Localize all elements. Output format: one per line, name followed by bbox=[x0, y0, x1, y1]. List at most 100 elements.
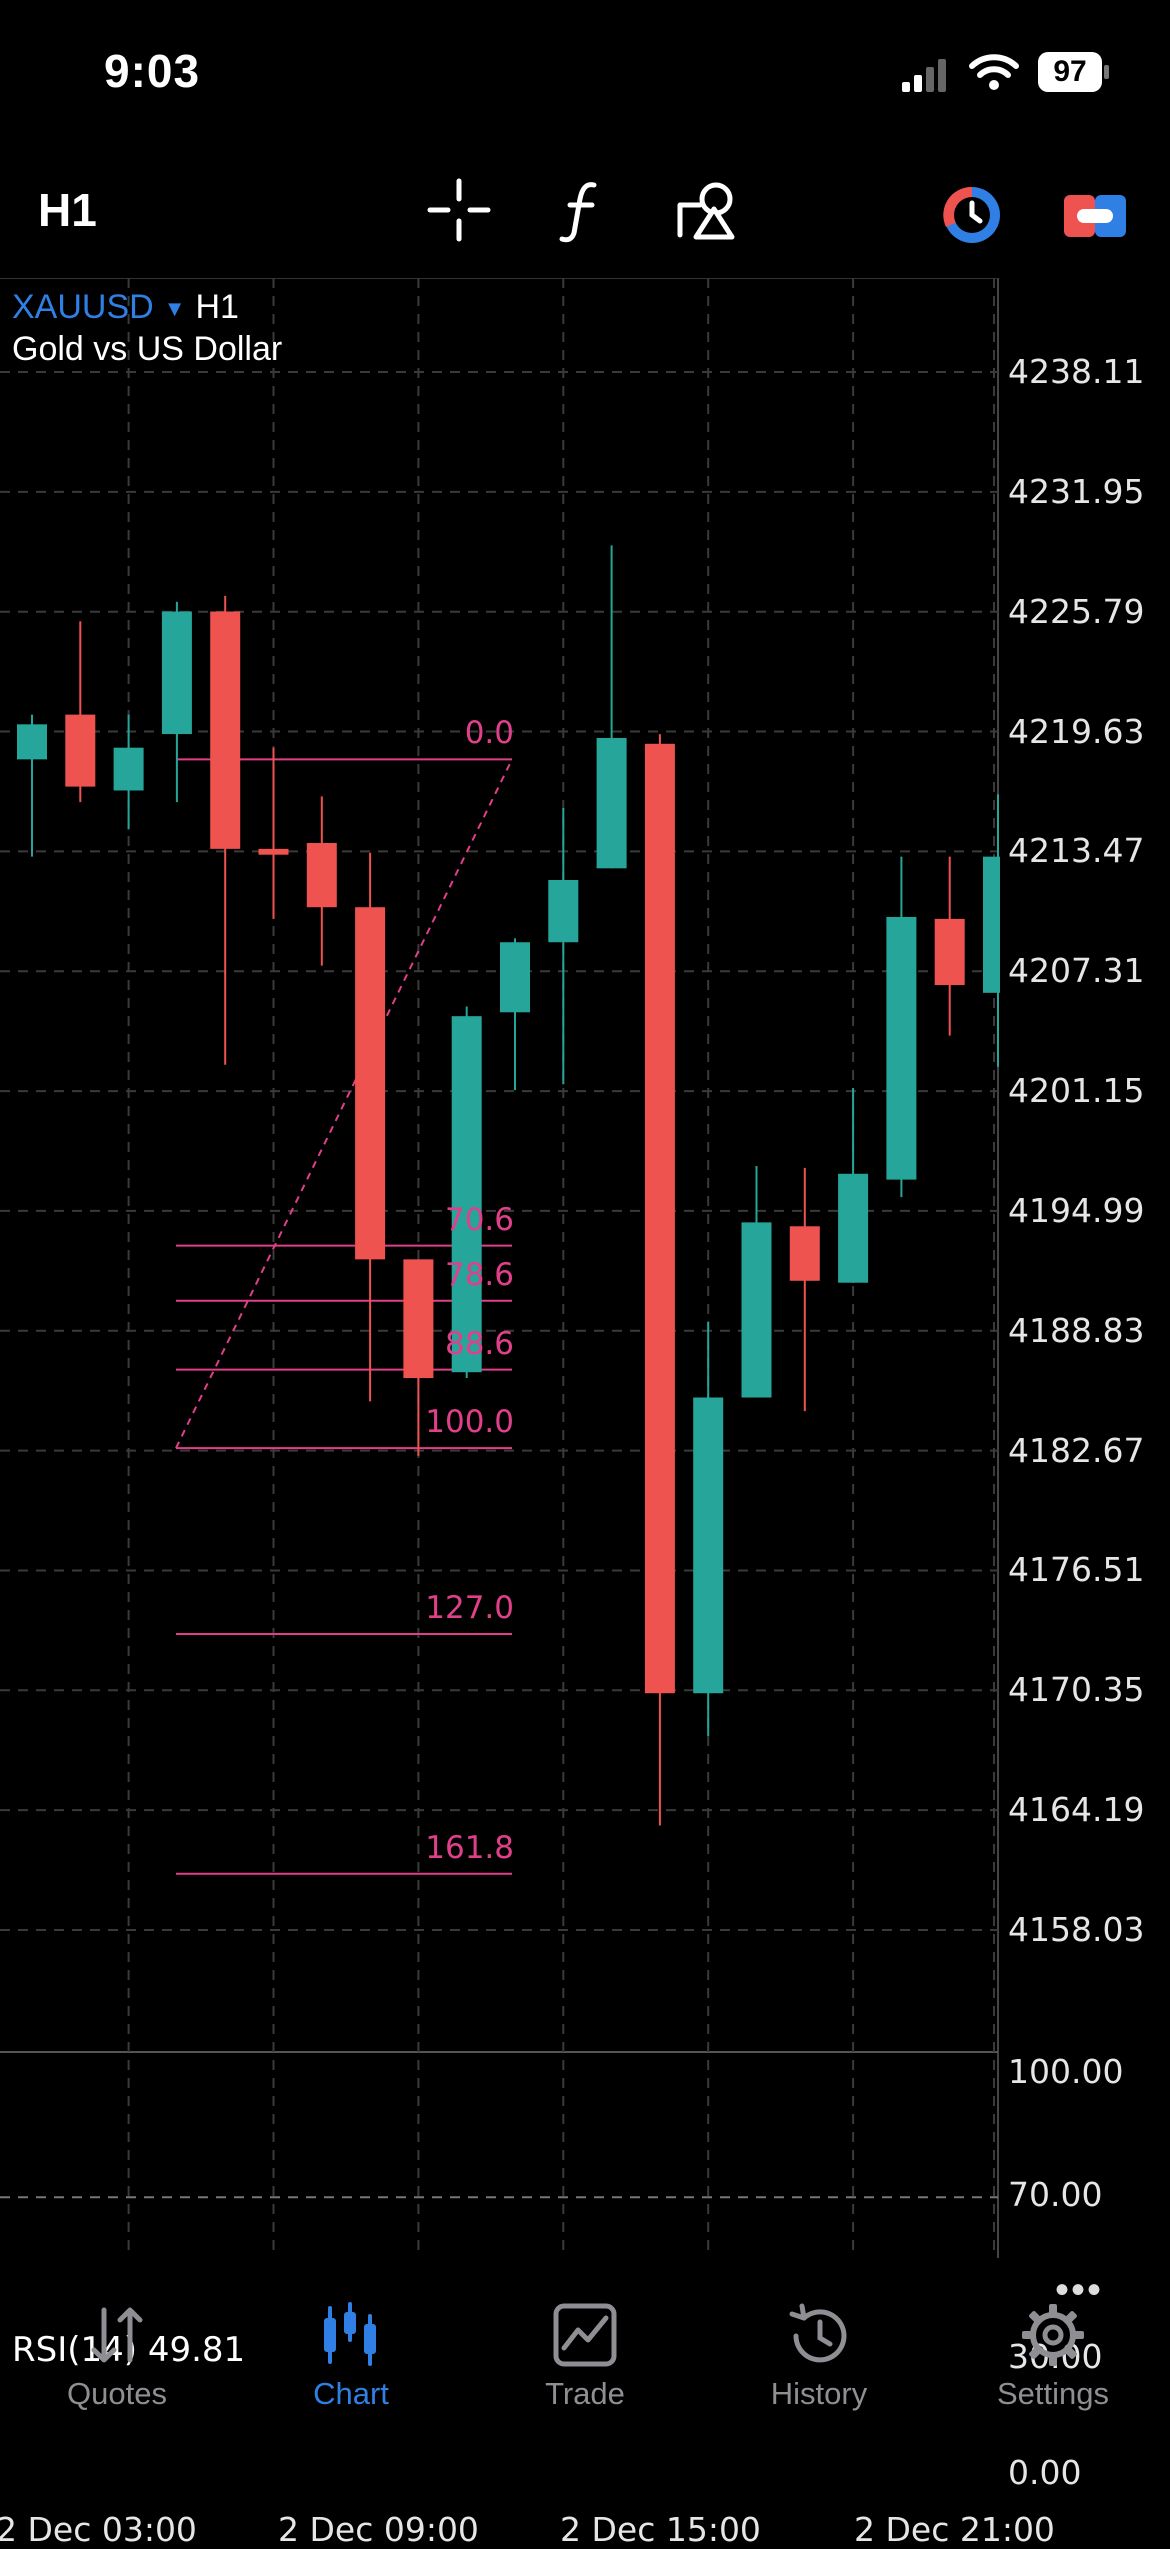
candle-body bbox=[596, 737, 627, 869]
candle-body bbox=[838, 1173, 869, 1283]
price-axis-label: 4225.79 bbox=[1008, 591, 1145, 631]
tab-label: History bbox=[770, 2376, 868, 2411]
candle-body bbox=[934, 918, 965, 986]
candle bbox=[258, 747, 289, 919]
candle-body bbox=[789, 1226, 820, 1281]
candle-body bbox=[17, 724, 47, 760]
function-icon[interactable] bbox=[548, 175, 618, 245]
fib-level-label: 0.0 bbox=[464, 715, 514, 752]
tab-settings[interactable]: Settings bbox=[936, 2300, 1170, 2412]
candle bbox=[451, 1006, 482, 1379]
candle bbox=[789, 1167, 820, 1412]
price-axis-label: 4158.03 bbox=[1008, 1910, 1145, 1949]
symbol-description: Gold vs US Dollar bbox=[12, 330, 283, 368]
candle-body bbox=[500, 942, 530, 1013]
fib-level-label: 78.6 bbox=[444, 1256, 514, 1293]
candle bbox=[741, 1165, 772, 1398]
rsi-axis-label: 100.00 bbox=[1008, 2052, 1124, 2091]
status-time: 9:03 bbox=[104, 45, 201, 97]
battery-icon: 97 bbox=[1038, 52, 1102, 92]
symbol-selector[interactable]: XAUUSD ▼ H1 bbox=[12, 288, 239, 327]
chart-candles-icon bbox=[324, 2302, 376, 2366]
dropdown-arrow-icon: ▼ bbox=[163, 296, 186, 322]
crosshair-icon[interactable] bbox=[424, 175, 494, 245]
quotes-arrows-icon bbox=[91, 2307, 143, 2363]
trade-chart-icon bbox=[553, 2303, 617, 2367]
candle bbox=[886, 856, 917, 1198]
status-bar: 9:03 97 bbox=[0, 0, 1170, 150]
candle-body bbox=[644, 743, 675, 1694]
grid bbox=[0, 278, 999, 2258]
price-chart[interactable] bbox=[0, 278, 1000, 2258]
candle bbox=[65, 621, 96, 803]
settings-gear-icon bbox=[1022, 2304, 1084, 2366]
chart-toolbar: H1 bbox=[0, 165, 1170, 275]
fib-level-label: 100.0 bbox=[425, 1404, 514, 1441]
price-axis-label: 4164.19 bbox=[1008, 1790, 1145, 1830]
candle bbox=[548, 807, 579, 1085]
candle-body bbox=[65, 714, 96, 787]
chart-area[interactable]: XAUUSD ▼ H1 Gold vs US Dollar 4238.11 4231.… bbox=[0, 278, 1170, 2549]
candle-body bbox=[451, 1016, 482, 1373]
rsi-axis-label: 70.00 bbox=[1008, 2175, 1103, 2215]
candle-body bbox=[693, 1397, 724, 1694]
fib-level-label: 161.8 bbox=[425, 1829, 514, 1866]
price-axis-label: 4231.95 bbox=[1008, 471, 1145, 511]
candle-body bbox=[886, 916, 917, 1180]
price-axis-label: 4176.51 bbox=[1008, 1550, 1145, 1590]
price-axis-label: 4238.11 bbox=[1008, 352, 1145, 391]
candle bbox=[838, 1088, 869, 1283]
price-axis-label: 4201.15 bbox=[1008, 1071, 1145, 1111]
symbol-name: XAUUSD bbox=[12, 288, 154, 326]
more-options-icon[interactable]: ••• bbox=[1055, 2268, 1104, 2312]
candle bbox=[306, 796, 337, 966]
battery-level: 97 bbox=[1053, 55, 1087, 88]
candle-body bbox=[210, 611, 241, 849]
candle-body bbox=[741, 1222, 772, 1398]
battery-tip bbox=[1104, 65, 1109, 79]
tab-trade[interactable]: Trade bbox=[468, 2300, 702, 2412]
fib-level-label: 88.6 bbox=[444, 1325, 514, 1362]
candle-body bbox=[258, 848, 289, 855]
rsi-axis-label: 0.00 bbox=[1008, 2453, 1082, 2492]
account-toggle-icon[interactable] bbox=[1060, 175, 1130, 245]
candle bbox=[500, 938, 530, 1091]
candle bbox=[983, 794, 1000, 1067]
tab-quotes[interactable]: Quotes bbox=[0, 2300, 234, 2412]
fib-trendline bbox=[175, 758, 513, 1449]
price-axis-label: 4207.31 bbox=[1008, 951, 1145, 991]
tab-history[interactable]: History bbox=[702, 2300, 936, 2412]
timeframe-button[interactable]: H1 bbox=[38, 184, 97, 236]
candle-body bbox=[161, 611, 192, 735]
price-axis-label: 4219.63 bbox=[1008, 711, 1145, 751]
candle bbox=[693, 1321, 724, 1737]
candle bbox=[355, 852, 386, 1402]
candle bbox=[210, 595, 241, 1065]
price-axis-label: 4170.35 bbox=[1008, 1670, 1145, 1710]
one-click-trading-icon[interactable] bbox=[936, 175, 1006, 245]
candle-body bbox=[306, 843, 337, 908]
history-clock-icon bbox=[789, 2303, 847, 2363]
candle-body bbox=[113, 747, 144, 791]
candles bbox=[17, 545, 1000, 1826]
objects-icon[interactable] bbox=[674, 175, 744, 245]
tab-label: Settings bbox=[996, 2376, 1109, 2411]
signal-icon bbox=[902, 59, 946, 92]
tab-label: Quotes bbox=[67, 2376, 167, 2411]
candle-body bbox=[548, 879, 579, 943]
fib-level-label: 127.0 bbox=[425, 1590, 514, 1627]
candle bbox=[113, 714, 144, 830]
candle-body bbox=[355, 907, 386, 1260]
price-axis-label: 4213.47 bbox=[1008, 831, 1145, 871]
wifi-icon bbox=[969, 54, 1019, 90]
candle-body bbox=[403, 1259, 434, 1379]
candle bbox=[161, 601, 192, 803]
candle bbox=[644, 734, 675, 1826]
candle bbox=[17, 714, 47, 857]
price-axis-label: 4194.99 bbox=[1008, 1190, 1145, 1230]
tab-chart[interactable]: Chart bbox=[234, 2300, 468, 2412]
candle bbox=[934, 856, 965, 1036]
tab-bar: Quotes Chart Trade History bbox=[0, 2290, 1170, 2532]
tab-label: Chart bbox=[313, 2376, 389, 2411]
candle bbox=[403, 1259, 434, 1456]
